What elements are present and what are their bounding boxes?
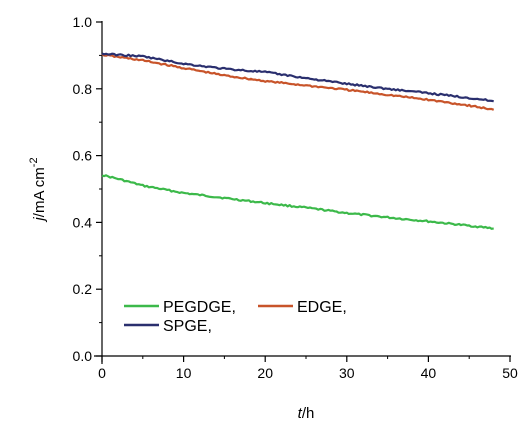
- x-tick-label: 30: [339, 365, 355, 381]
- legend: PEGDGE, EDGE, SPGE,: [124, 299, 347, 335]
- y-axis-label: j/mA cm-2: [28, 157, 48, 222]
- y-tick-label: 0.8: [73, 81, 93, 97]
- series-line-edge: [101, 53, 495, 111]
- plot-frame: [94, 21, 511, 364]
- x-tick-label: 10: [176, 365, 192, 381]
- legend-label: EDGE,: [297, 299, 347, 316]
- x-axis-label-rest: /h: [302, 405, 315, 422]
- y-tick-label: 0.6: [73, 148, 93, 164]
- x-tick-label: 50: [502, 365, 518, 381]
- y-axis-ticks: 0.0 0.2 0.4 0.6 0.8 1.0: [73, 14, 102, 364]
- y-axis-label-rest: /mA cm: [31, 167, 48, 217]
- y-axis-label-italic: j: [31, 217, 48, 223]
- x-axis-ticks: 0 10 20 30 40 50: [98, 356, 518, 381]
- x-tick-label: 0: [98, 365, 106, 381]
- y-tick-label: 0.4: [73, 214, 93, 230]
- series-line-pegdge: [101, 174, 494, 230]
- y-tick-label: 0.0: [73, 348, 93, 364]
- x-axis-label: t/h: [298, 405, 315, 422]
- legend-label: PEGDGE,: [163, 299, 236, 316]
- y-axis-label-superscript: -2: [28, 157, 40, 167]
- x-tick-label: 40: [421, 365, 437, 381]
- series-lines: [101, 52, 495, 230]
- x-tick-label: 20: [257, 365, 273, 381]
- y-tick-label: 0.2: [73, 281, 93, 297]
- series-line-spge: [101, 52, 494, 103]
- legend-label: SPGE,: [163, 318, 212, 335]
- x-axis-label-italic: t: [298, 405, 303, 422]
- y-tick-label: 1.0: [73, 14, 93, 30]
